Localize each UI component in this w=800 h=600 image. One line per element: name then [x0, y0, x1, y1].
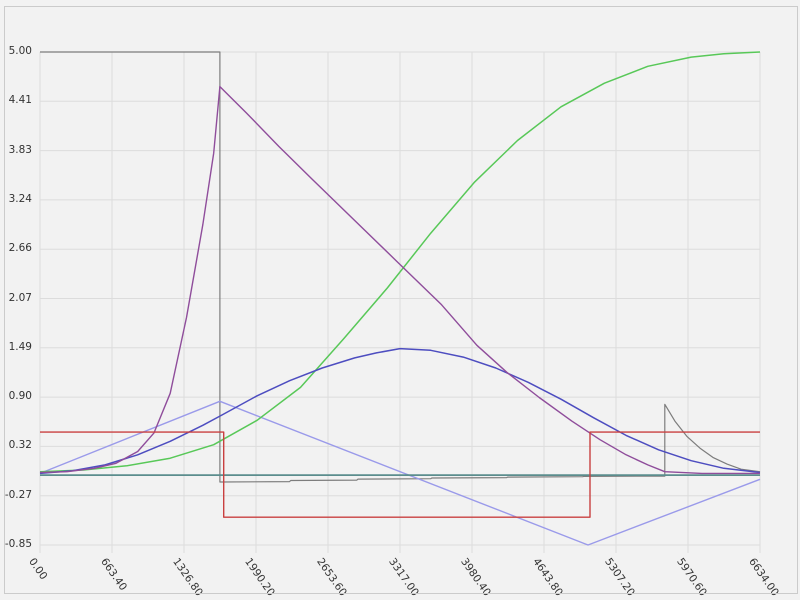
series-purple-peak-decay	[39, 85, 760, 475]
y-tick-label: -0.27	[4, 488, 32, 501]
y-tick-label: 5.00	[8, 45, 32, 57]
series-blue-bell	[39, 347, 761, 475]
y-tick-label: 1.49	[8, 340, 32, 353]
series-red-square-wave	[40, 431, 760, 518]
y-tick-label: 4.41	[8, 94, 32, 107]
y-tick-label: 0.90	[8, 390, 32, 403]
y-tick-label: 2.07	[8, 291, 32, 304]
series-green-sigmoid	[39, 51, 761, 473]
y-tick-label: 2.66	[8, 242, 32, 255]
y-tick-label: 3.24	[8, 192, 32, 205]
series-periwinkle-triangle-wave	[39, 400, 761, 546]
y-tick-label: -0.85	[4, 538, 32, 550]
y-tick-label: 0.32	[8, 439, 32, 452]
y-tick-label: 3.83	[8, 143, 32, 156]
series-gray-step-spike	[40, 51, 761, 483]
